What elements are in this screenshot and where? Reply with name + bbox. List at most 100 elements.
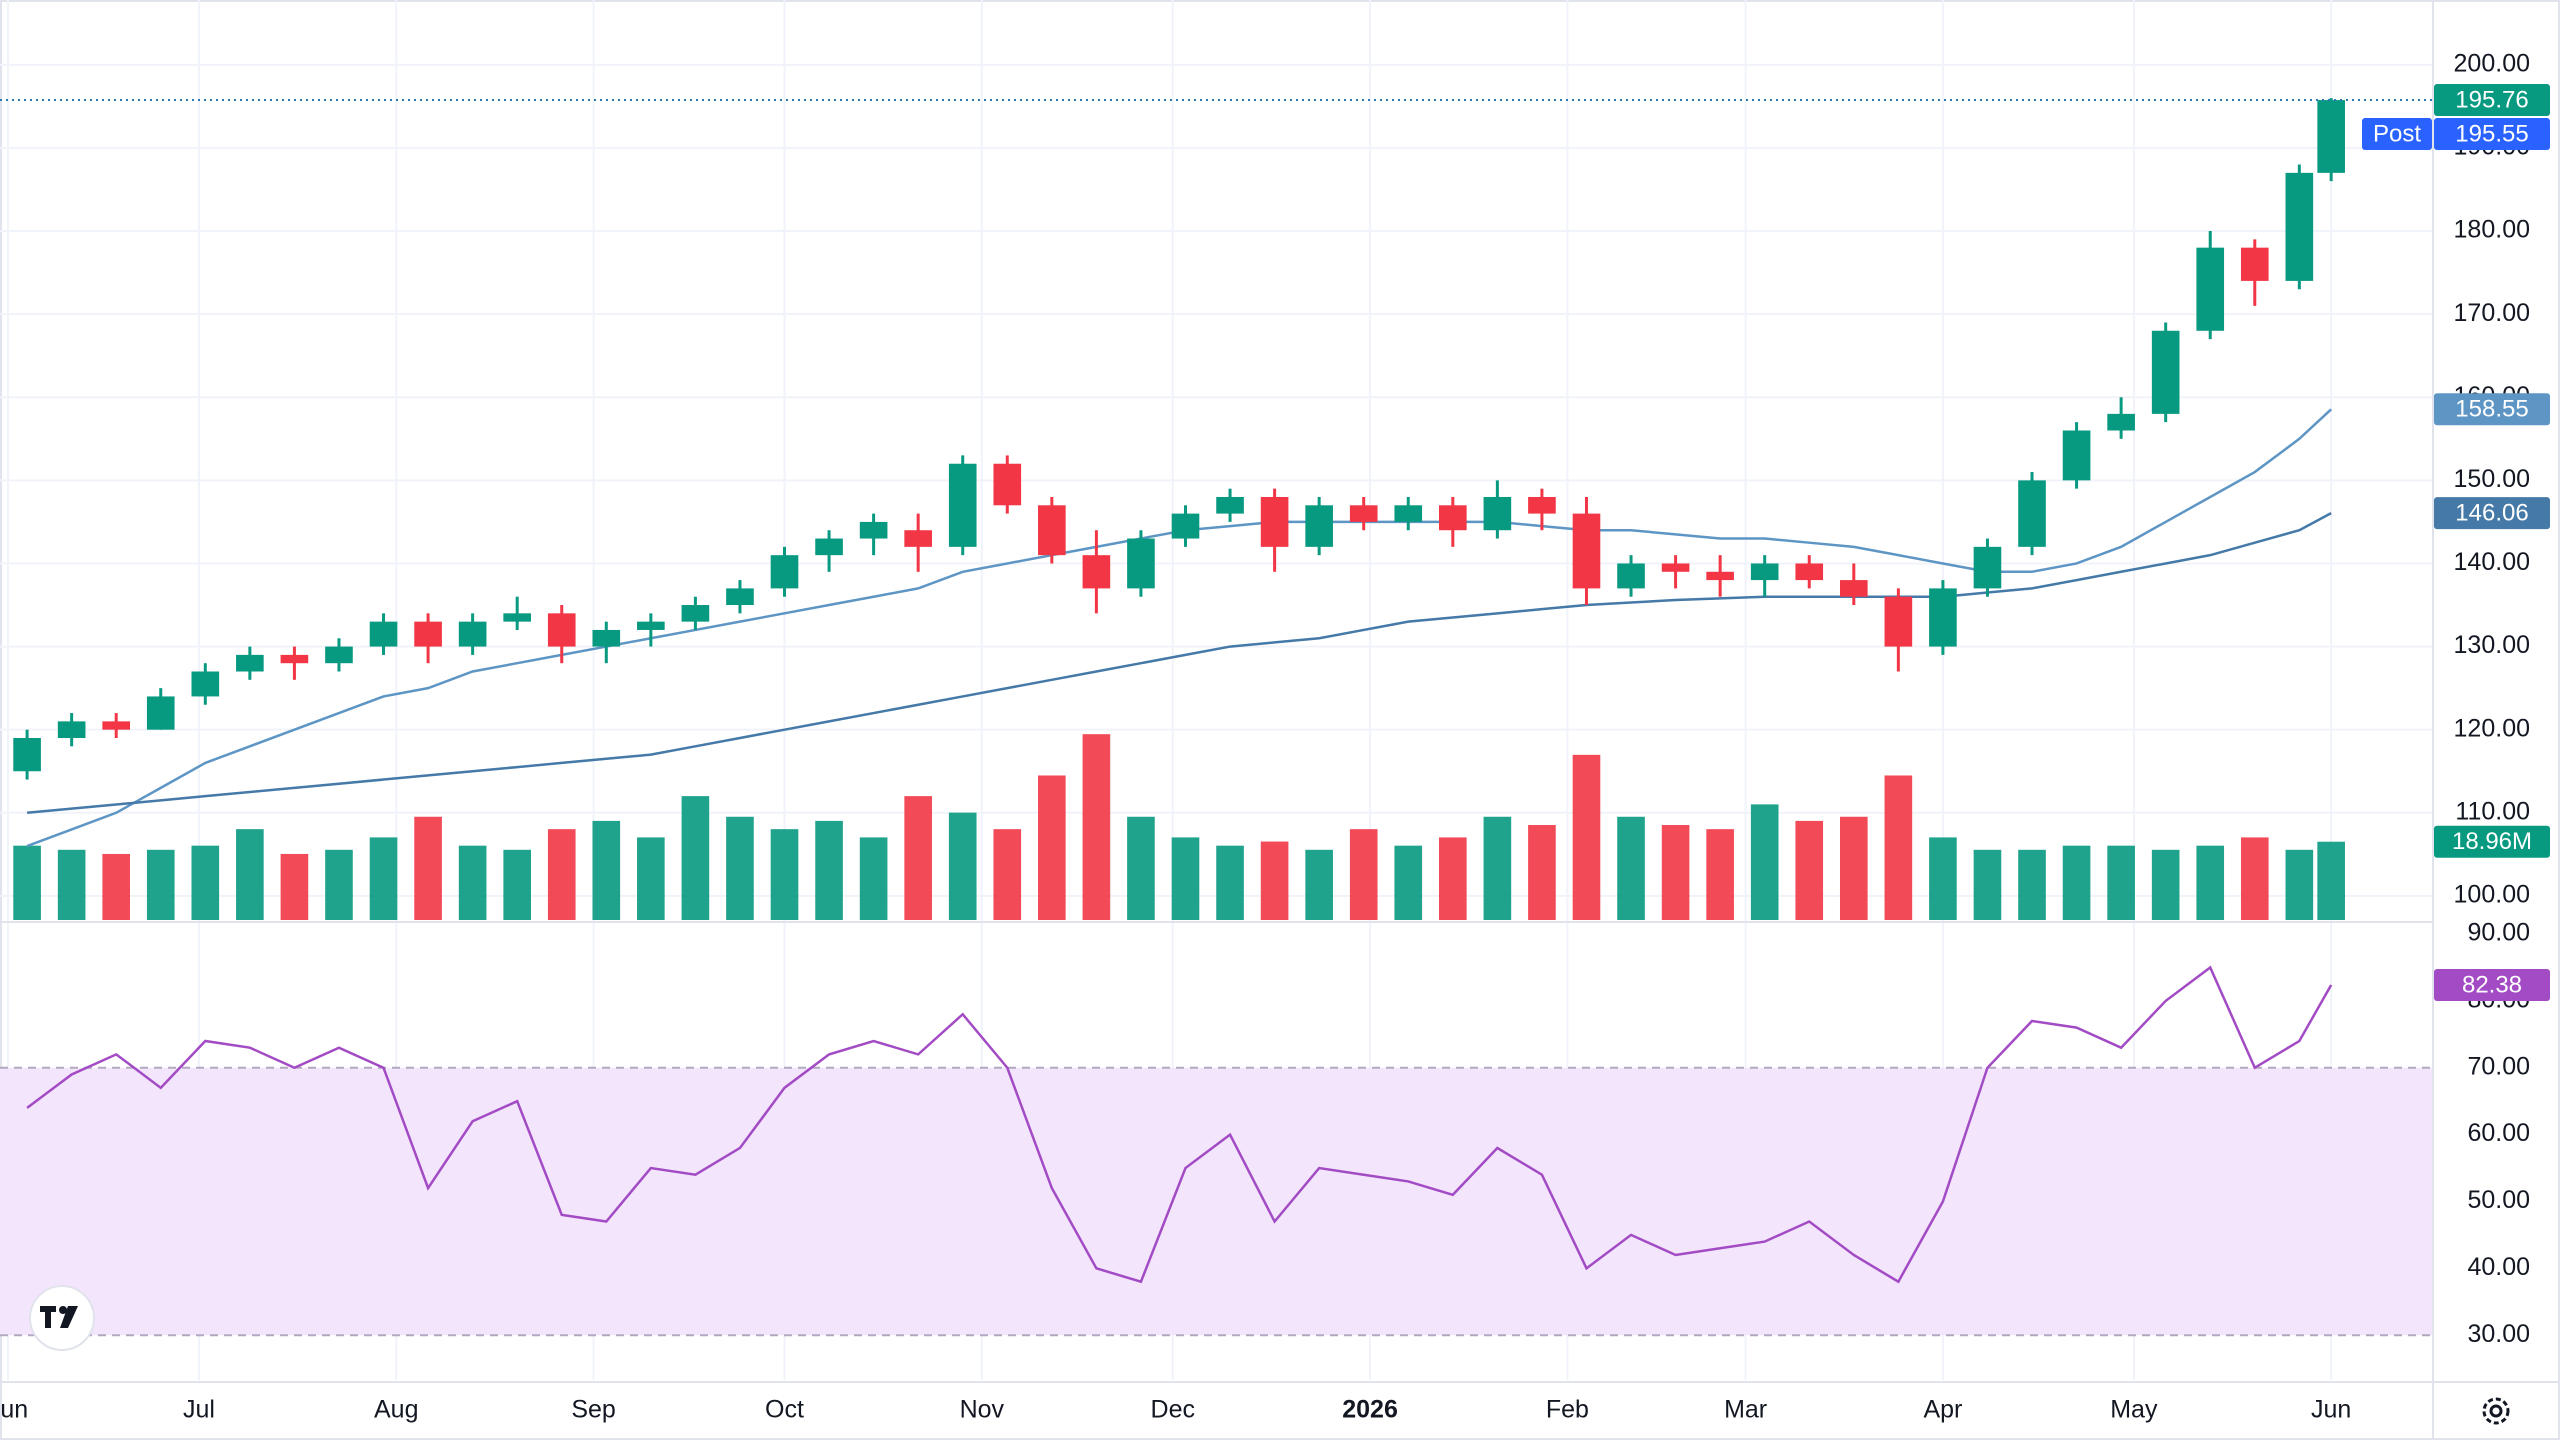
y-tick-label: 120.00	[2454, 714, 2530, 742]
x-tick-label: Sep	[571, 1396, 615, 1424]
rsi-line	[26, 965, 2333, 1284]
volume-bar	[325, 849, 353, 920]
volume-bar	[1617, 816, 1645, 920]
volume-bar	[146, 849, 175, 920]
volume-bar	[2317, 841, 2345, 920]
candle-body	[1038, 505, 1066, 556]
volume-bar	[681, 796, 710, 920]
volume-bar	[1171, 837, 1200, 920]
volume-bar	[1973, 849, 2002, 920]
volume-bar	[770, 829, 799, 920]
candle-body	[1260, 496, 1289, 547]
candle-body	[547, 613, 576, 647]
candle-body	[458, 621, 487, 647]
volume-bar	[2196, 845, 2225, 920]
rsi-tick-label: 40.00	[2467, 1253, 2530, 1281]
candle-body	[2018, 480, 2046, 547]
rsi-tick-label: 50.00	[2467, 1186, 2530, 1214]
volume-bar	[503, 849, 531, 920]
volume-bar	[726, 816, 754, 920]
volume-bar	[1260, 841, 1289, 920]
candle-body	[1216, 496, 1244, 514]
volume-bar	[458, 845, 487, 920]
volume-bar	[1038, 775, 1066, 920]
candle-body	[1795, 563, 1824, 581]
candle-body	[859, 521, 888, 539]
ma-badge-bg	[2434, 497, 2550, 530]
moving-average	[26, 512, 2332, 815]
candle-body	[1394, 505, 1423, 522]
volume-bar	[369, 837, 398, 920]
ma-badge: 158.55	[2455, 396, 2528, 423]
volume-bar	[547, 829, 576, 920]
candle-body	[236, 654, 264, 672]
x-tick-label: Aug	[374, 1396, 418, 1424]
candle-body	[325, 646, 353, 664]
candle-body	[1439, 505, 1467, 531]
candle-body	[2240, 247, 2269, 281]
candle-body	[1483, 496, 1512, 531]
volume-bar	[904, 796, 932, 920]
volume-bar	[1528, 825, 1556, 920]
post-price-badge-bg	[2434, 118, 2550, 151]
rsi-badge-bg	[2434, 968, 2550, 1001]
candle-body	[191, 671, 220, 697]
volume-bar	[2285, 849, 2314, 920]
candle-body	[1572, 513, 1601, 589]
volume-bar	[1349, 829, 1378, 920]
post-label: Post	[2373, 120, 2421, 147]
ma-badge-bg	[2434, 393, 2550, 426]
y-tick-label: 110.00	[2455, 797, 2530, 825]
y-tick-label: 140.00	[2454, 548, 2530, 576]
volume-bar	[1394, 845, 1423, 920]
volume-bar	[2151, 849, 2180, 920]
x-tick-label: Mar	[1724, 1396, 1767, 1424]
volume-bar	[236, 829, 264, 920]
volume-bar	[2240, 837, 2269, 920]
candle-body	[904, 530, 932, 547]
candle-body	[1349, 505, 1378, 522]
settings-button[interactable]	[2482, 1397, 2510, 1425]
volume-bar	[859, 837, 888, 920]
candle-body	[280, 654, 309, 664]
candle-body	[948, 463, 977, 547]
x-tick-label: May	[2110, 1396, 2158, 1424]
candle-body	[102, 721, 131, 730]
y-tick-label: 180.00	[2454, 216, 2530, 244]
volume-bar	[948, 812, 977, 920]
x-tick-label: Feb	[1546, 1396, 1589, 1424]
candle-body	[2062, 430, 2091, 481]
volume-bar	[1572, 754, 1601, 920]
candle-body	[57, 721, 86, 738]
candle-body	[414, 621, 442, 647]
x-tick-label: Dec	[1151, 1396, 1195, 1424]
y-tick-label: 150.00	[2454, 465, 2530, 493]
volume-bar	[2018, 849, 2046, 920]
volume-bar	[1750, 804, 1779, 920]
volume-badge-bg	[2434, 825, 2550, 858]
volume-bar	[815, 820, 843, 920]
candle-body	[503, 613, 531, 622]
x-tick-label: Jun	[0, 1396, 28, 1424]
candle-body	[146, 696, 175, 730]
candle-body	[815, 538, 843, 556]
volume-badge: 18.96M	[2452, 828, 2532, 855]
tradingview-logo[interactable]	[29, 1285, 95, 1351]
last-price-badge: 195.76	[2455, 86, 2528, 113]
candle-body	[1661, 563, 1690, 572]
volume-bar	[1082, 734, 1111, 920]
volume-bar	[993, 829, 1022, 920]
post-label-bg	[2362, 118, 2432, 151]
volume-bar	[1839, 816, 1868, 920]
volume-bar	[2062, 845, 2091, 920]
x-tick-label: Nov	[960, 1396, 1005, 1424]
candle-body	[1127, 538, 1155, 589]
volume-bar	[1305, 849, 1333, 920]
y-tick-label: 170.00	[2454, 299, 2530, 327]
candle-body	[1171, 513, 1200, 539]
candle-body	[770, 555, 799, 589]
volume-bar	[1127, 816, 1155, 920]
volume-bar	[414, 816, 442, 920]
